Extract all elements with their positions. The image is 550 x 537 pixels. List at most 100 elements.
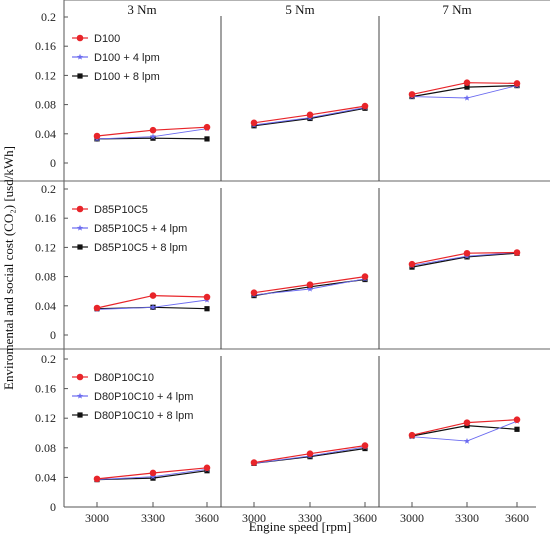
- data-point: [463, 94, 471, 101]
- legend-marker: [77, 73, 83, 79]
- data-point: [514, 426, 520, 432]
- data-point: [464, 84, 470, 90]
- column-title: 7 Nm: [442, 2, 471, 17]
- y-tick-label: 0.12: [35, 68, 56, 82]
- y-tick-label: 0.16: [35, 39, 56, 53]
- legend: D85P10C5 D85P10C5 + 4 lpm D85P10C5 + 8 lpm: [72, 204, 187, 254]
- y-tick-label: 0.16: [35, 382, 56, 396]
- y-tick-label: 0.08: [35, 98, 56, 112]
- legend-label: D80P10C10: [94, 372, 154, 384]
- data-point: [361, 273, 369, 280]
- legend-label: D80P10C10 + 8 lpm: [94, 410, 193, 422]
- data-point: [463, 437, 471, 444]
- y-tick-label: 0: [50, 500, 56, 514]
- legend-marker: [76, 34, 84, 42]
- data-point: [93, 304, 101, 312]
- data-point: [149, 304, 157, 310]
- data-point: [513, 249, 521, 256]
- y-tick-label: 0.12: [35, 240, 56, 254]
- legend-marker: [76, 53, 84, 60]
- x-tick-label: 3000: [242, 511, 266, 525]
- data-point: [93, 132, 101, 140]
- data-point: [306, 111, 314, 119]
- y-tick-label: 0.04: [35, 299, 56, 313]
- y-tick-label: 0.2: [41, 10, 56, 24]
- y-tick-label: 0.08: [35, 270, 56, 284]
- data-point: [149, 133, 157, 140]
- x-tick-label: 3300: [141, 511, 165, 525]
- legend-marker: [76, 392, 84, 399]
- data-point: [150, 135, 156, 141]
- x-axis-label: Engine speed [rpm]: [249, 519, 352, 534]
- legend-label: D85P10C5 + 8 lpm: [94, 242, 187, 254]
- legend-marker: [76, 373, 84, 381]
- legend-marker: [76, 224, 84, 231]
- data-point: [250, 289, 258, 296]
- x-tick-label: 3300: [298, 511, 322, 525]
- x-tick-label: 3300: [455, 511, 479, 525]
- data-point: [93, 475, 101, 483]
- data-point: [203, 464, 211, 472]
- series-base: [93, 249, 521, 312]
- y-tick-label: 0: [50, 156, 56, 170]
- chart-frame: [0, 0, 550, 508]
- data-point: [149, 292, 157, 299]
- x-tick-label: 3000: [85, 511, 109, 525]
- legend-label: D85P10C5: [94, 204, 148, 216]
- y-tick-label: 0.2: [41, 182, 56, 196]
- data-point: [203, 123, 211, 131]
- legend-label: D85P10C5 + 4 lpm: [94, 223, 187, 235]
- y-tick-label: 0.04: [35, 470, 56, 484]
- data-point: [306, 281, 314, 288]
- data-point: [463, 419, 471, 426]
- y-tick-label: 0.08: [35, 441, 56, 455]
- y-tick-label: 0.04: [35, 127, 56, 141]
- legend: D80P10C10 D80P10C10 + 4 lpm D80P10C10 + 8 …: [72, 372, 193, 422]
- data-point: [306, 450, 314, 458]
- y-axis-label: Enviromental and social cost (CO₂) [usd/…: [1, 146, 16, 390]
- data-point: [513, 80, 521, 87]
- data-point: [408, 260, 416, 268]
- data-point: [250, 119, 258, 127]
- data-point: [203, 293, 211, 301]
- x-tick-label: 3600: [505, 511, 529, 525]
- y-tick-label: 0.16: [35, 211, 56, 225]
- legend-label: D100 + 4 lpm: [94, 52, 160, 64]
- data-point: [149, 126, 157, 134]
- data-point: [361, 442, 369, 449]
- data-point: [250, 459, 258, 466]
- legend-marker: [76, 205, 84, 213]
- series-plus-8-lpm: [94, 250, 520, 312]
- axes: 0 0.04 0.08 0.12 0.16 0.2 0 0.04 0.08 0.12 0.16 0.2…: [35, 10, 529, 525]
- series-base: [93, 79, 521, 140]
- data-point: [408, 431, 416, 439]
- x-tick-label: 3600: [353, 511, 377, 525]
- column-title: 5 Nm: [285, 2, 314, 17]
- y-tick-label: 0: [50, 328, 56, 342]
- data-point: [513, 416, 521, 423]
- data-point: [463, 79, 471, 86]
- data-point: [150, 475, 156, 481]
- data-point: [149, 473, 157, 480]
- series-plus-4-lpm: [93, 82, 521, 142]
- series-layer: [93, 79, 521, 483]
- x-tick-label: 3000: [400, 511, 424, 525]
- panel-dividers: [220, 16, 380, 507]
- data-point: [408, 91, 416, 98]
- legend-marker: [77, 412, 83, 418]
- legend-label: D80P10C10 + 4 lpm: [94, 391, 193, 403]
- column-title: 3 Nm: [127, 2, 156, 17]
- y-tick-label: 0.12: [35, 411, 56, 425]
- legend-label: D100 + 8 lpm: [94, 71, 160, 83]
- legend: D100 D100 + 4 lpm D100 + 8 lpm: [72, 33, 160, 83]
- series-plus-8-lpm: [94, 83, 520, 142]
- legend-label: D100: [94, 33, 120, 45]
- legend-marker: [77, 244, 83, 250]
- data-point: [149, 469, 157, 477]
- data-point: [463, 249, 471, 257]
- series-base: [93, 416, 521, 483]
- data-point: [306, 285, 314, 292]
- data-point: [361, 102, 369, 110]
